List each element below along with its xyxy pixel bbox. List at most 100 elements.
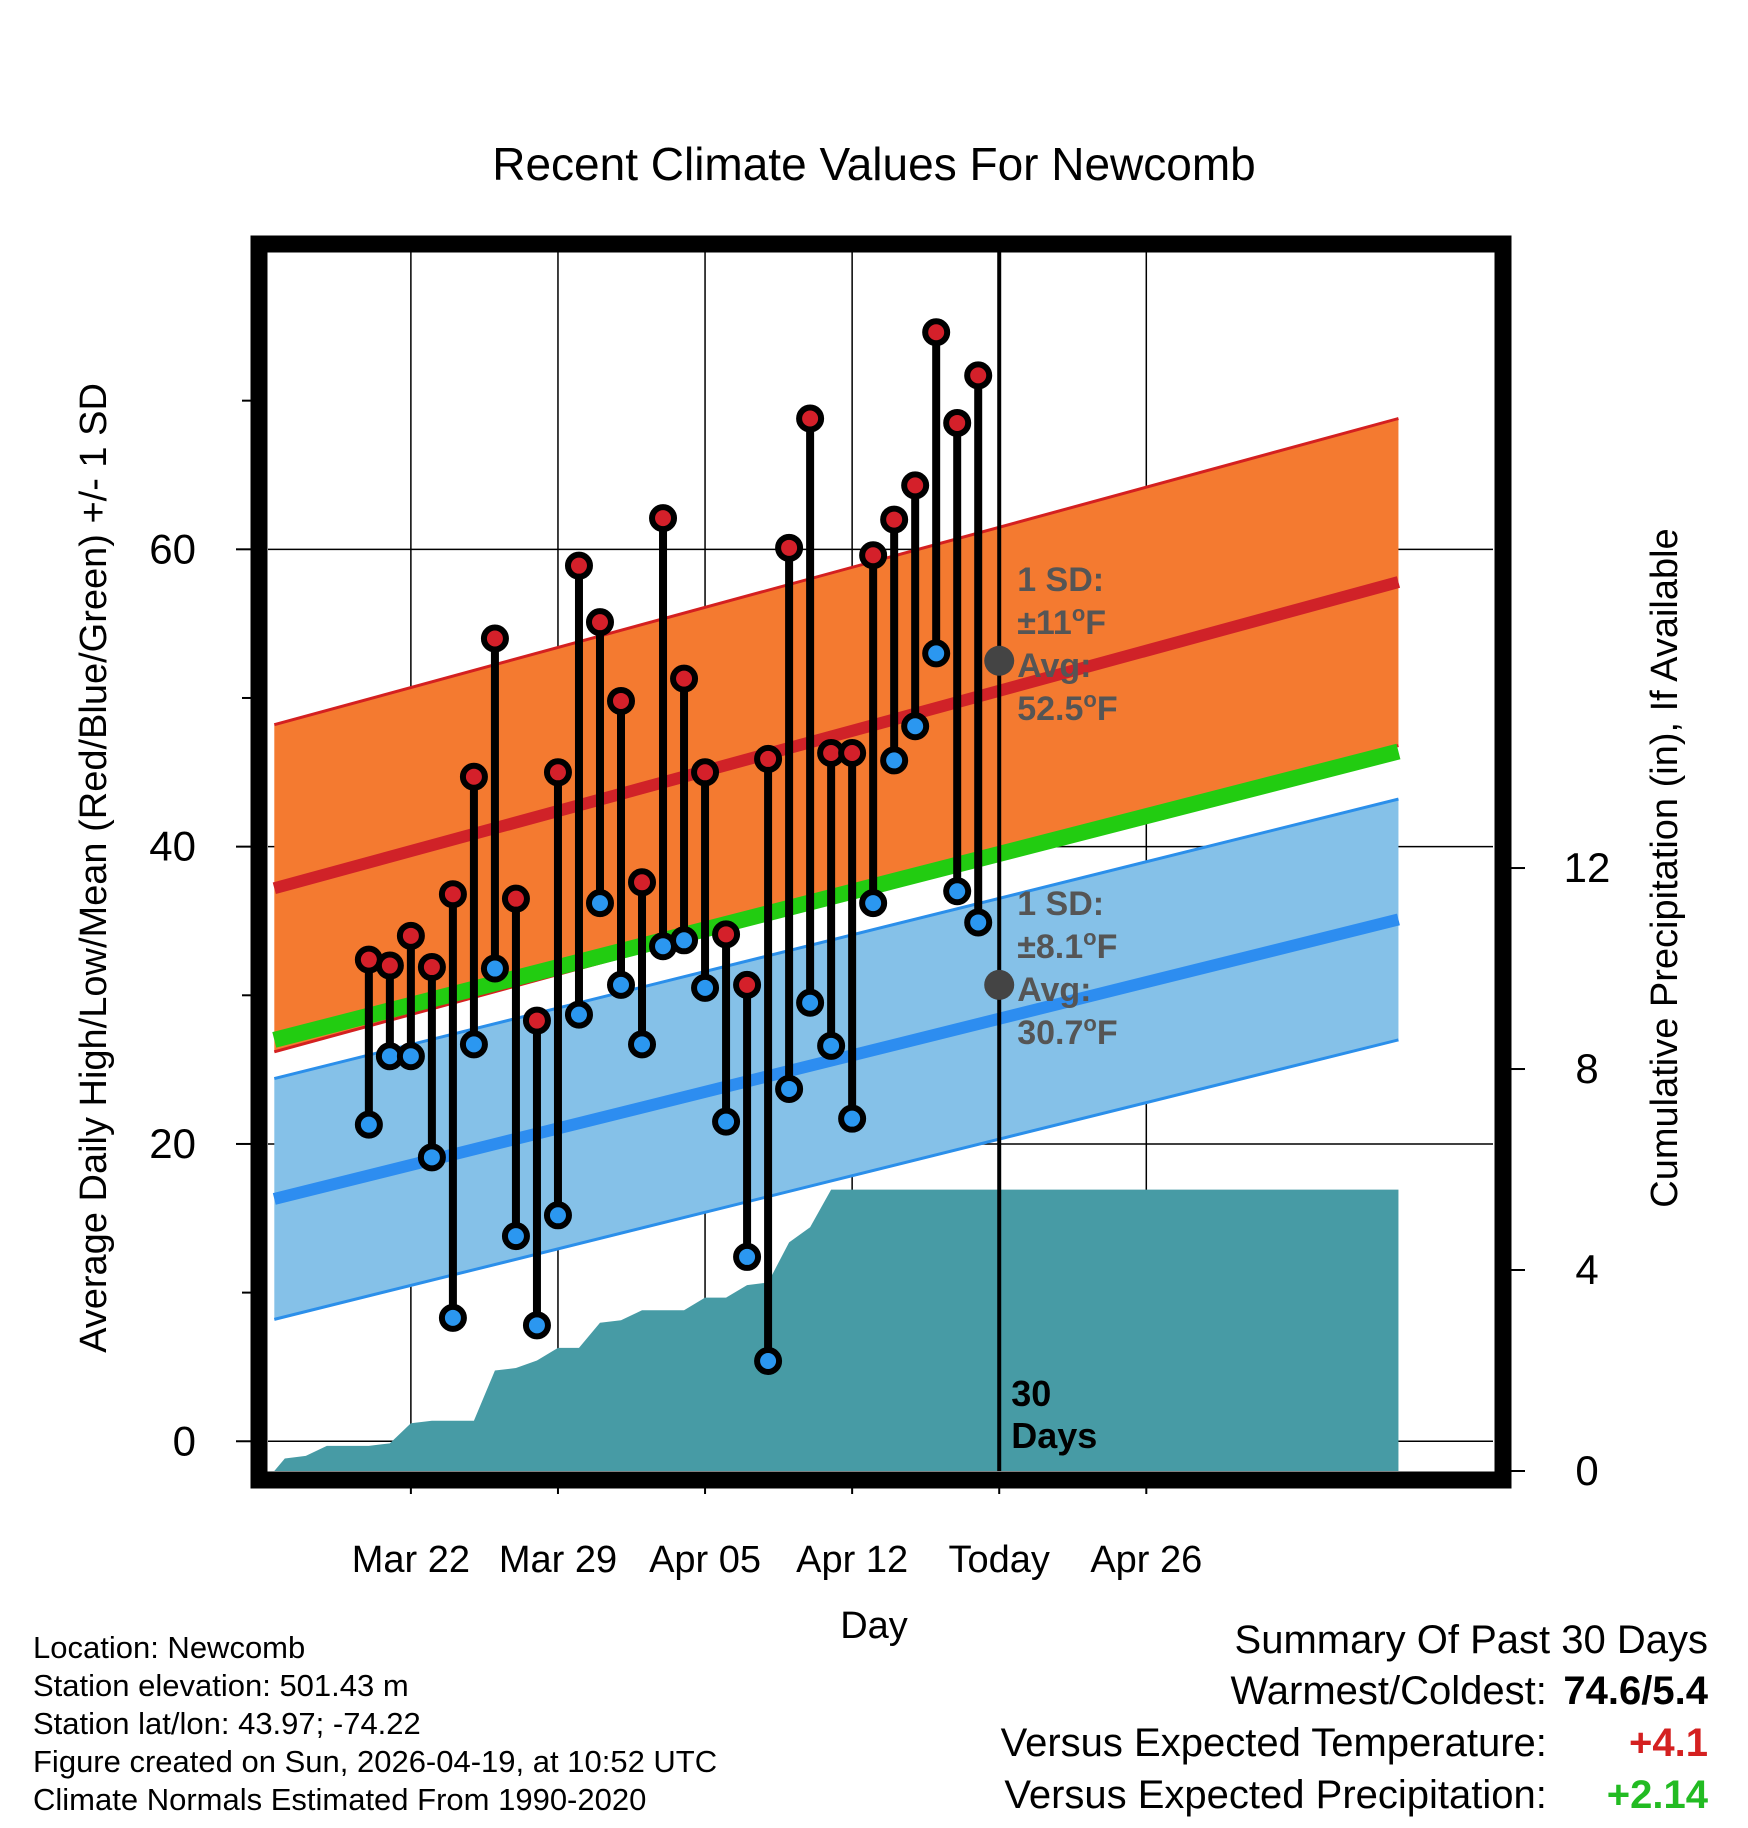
low-avg-value: 30.7oF — [1017, 1011, 1117, 1052]
station-info: Location: Newcomb Station elevation: 501… — [33, 1629, 717, 1819]
daily-high-point — [417, 953, 446, 982]
today-high-avg-marker — [984, 645, 1015, 676]
daily-low-point — [670, 926, 699, 955]
today-low-avg-marker — [984, 969, 1015, 1000]
normal-high-line — [272, 576, 1401, 895]
y-axis-left-label: Average Daily High/Low/Mean (Red/Blue/Gr… — [73, 383, 115, 1353]
daily-low-point — [754, 1346, 783, 1375]
info-location: Location: Newcomb — [33, 1630, 306, 1665]
high-sd-label: 1 SD: — [1017, 561, 1104, 599]
daily-low-point — [817, 1031, 846, 1060]
x-tick-label: Apr 12 — [796, 1539, 908, 1581]
daily-high-point — [943, 408, 972, 437]
x-tick-label: Apr 05 — [649, 1539, 761, 1581]
y-left-tick-label: 20 — [149, 1120, 196, 1167]
cumulative-precip-area — [274, 1189, 1399, 1471]
high-band-upper-edge — [273, 417, 1399, 727]
axes: Mar 22 Mar 29 Apr 05 Apr 12 Today Apr 26 0 20 40… — [149, 399, 1611, 1581]
low-sd-value: ±8.1oF — [1017, 925, 1117, 966]
daily-high-point — [964, 361, 993, 390]
daily-low-point — [796, 988, 825, 1017]
y-right-tick-label: 4 — [1575, 1246, 1598, 1293]
daily-low-point — [585, 889, 614, 918]
low-avg-label: Avg: — [1017, 971, 1091, 1009]
summary-panel: Summary Of Past 30 Days Warmest/Coldest:… — [1001, 1615, 1708, 1821]
high-sd-unit: F — [1085, 604, 1106, 642]
normal-low-line — [272, 913, 1400, 1205]
summary-warmest-value: 74.6/5.4 — [1563, 1669, 1708, 1713]
daily-high-point — [775, 533, 804, 562]
daily-low-point — [522, 1311, 551, 1340]
daily-high-point — [543, 758, 572, 787]
chart-title: Recent Climate Values For Newcomb — [492, 138, 1256, 190]
daily-low-point — [838, 1104, 867, 1133]
daily-high-point — [628, 868, 657, 897]
daily-low-point — [564, 1000, 593, 1029]
summary-precip-row: Versus Expected Precipitation: +2.14 — [1001, 1769, 1708, 1821]
daily-low-point — [733, 1242, 762, 1271]
daily-low-point — [964, 908, 993, 937]
daily-high-point — [607, 686, 636, 715]
daily-low-point — [775, 1074, 804, 1103]
low-avg-unit: F — [1097, 1014, 1118, 1052]
summary-precip-label: Versus Expected Precipitation: — [1004, 1773, 1547, 1817]
low-band-upper-edge — [273, 797, 1399, 1080]
daily-low-point — [901, 712, 930, 741]
today-days-label: 30 Days — [1011, 1373, 1097, 1456]
daily-high-point — [754, 744, 783, 773]
high-avg-unit: F — [1097, 690, 1118, 728]
daily-low-point — [880, 746, 909, 775]
today-days-number: 30 — [1011, 1373, 1051, 1414]
daily-high-point — [859, 541, 888, 570]
daily-high-point — [480, 624, 509, 653]
high-avg-value: 52.5oF — [1017, 687, 1117, 728]
summary-warmest-row: Warmest/Coldest: 74.6/5.4 — [1001, 1665, 1709, 1717]
x-tick-label: Mar 22 — [352, 1539, 470, 1581]
today-days-word: Days — [1011, 1415, 1097, 1456]
x-tick-label: Today — [949, 1539, 1050, 1581]
y-right-tick-label: 12 — [1564, 844, 1611, 891]
x-tick-label: Mar 29 — [499, 1539, 617, 1581]
daily-low-point — [459, 1030, 488, 1059]
daily-range-bars — [354, 318, 993, 1375]
info-normals: Climate Normals Estimated From 1990-2020 — [33, 1782, 647, 1817]
low-sd-label: 1 SD: — [1017, 885, 1104, 923]
plot-frame — [250, 235, 1512, 1489]
x-axis-label: Day — [840, 1605, 908, 1647]
low-sd-unit: F — [1097, 928, 1118, 966]
daily-high-point — [396, 921, 425, 950]
daily-low-point — [396, 1042, 425, 1071]
info-elevation: Station elevation: 501.43 m — [33, 1668, 409, 1703]
low-band-lower-edge — [273, 1038, 1399, 1321]
daily-high-point — [375, 951, 404, 980]
summary-temp-value: +4.1 — [1629, 1721, 1708, 1765]
high-avg-degree: o — [1083, 687, 1096, 712]
daily-low-point — [417, 1143, 446, 1172]
high-avg-label: Avg: — [1017, 647, 1091, 685]
low-avg-degree: o — [1083, 1011, 1096, 1036]
summary-temp-label: Versus Expected Temperature: — [1000, 1721, 1547, 1765]
daily-high-point — [733, 970, 762, 999]
normal-mean-line — [272, 743, 1401, 1048]
high-sd-degree: o — [1072, 601, 1085, 626]
daily-high-point — [459, 762, 488, 791]
daily-low-point — [943, 877, 972, 906]
daily-high-point — [564, 551, 593, 580]
daily-low-point — [922, 639, 951, 668]
daily-high-point — [838, 738, 867, 767]
high-sd-value: ±11oF — [1017, 601, 1106, 642]
daily-low-point — [501, 1222, 530, 1251]
daily-high-point — [501, 884, 530, 913]
summary-title: Summary Of Past 30 Days — [1234, 1618, 1708, 1662]
y-left-tick-label: 40 — [149, 823, 196, 870]
daily-low-point — [543, 1201, 572, 1230]
y-right-tick-label: 0 — [1575, 1447, 1598, 1494]
daily-high-point — [691, 758, 720, 787]
daily-high-point — [585, 608, 614, 637]
y-axis-right-label: Cumulative Precipitation (in), If Availa… — [1644, 528, 1686, 1207]
x-tick-label: Apr 26 — [1090, 1539, 1202, 1581]
info-latlon: Station lat/lon: 43.97; -74.22 — [33, 1706, 421, 1741]
summary-warmest-label: Warmest/Coldest: — [1230, 1669, 1547, 1713]
